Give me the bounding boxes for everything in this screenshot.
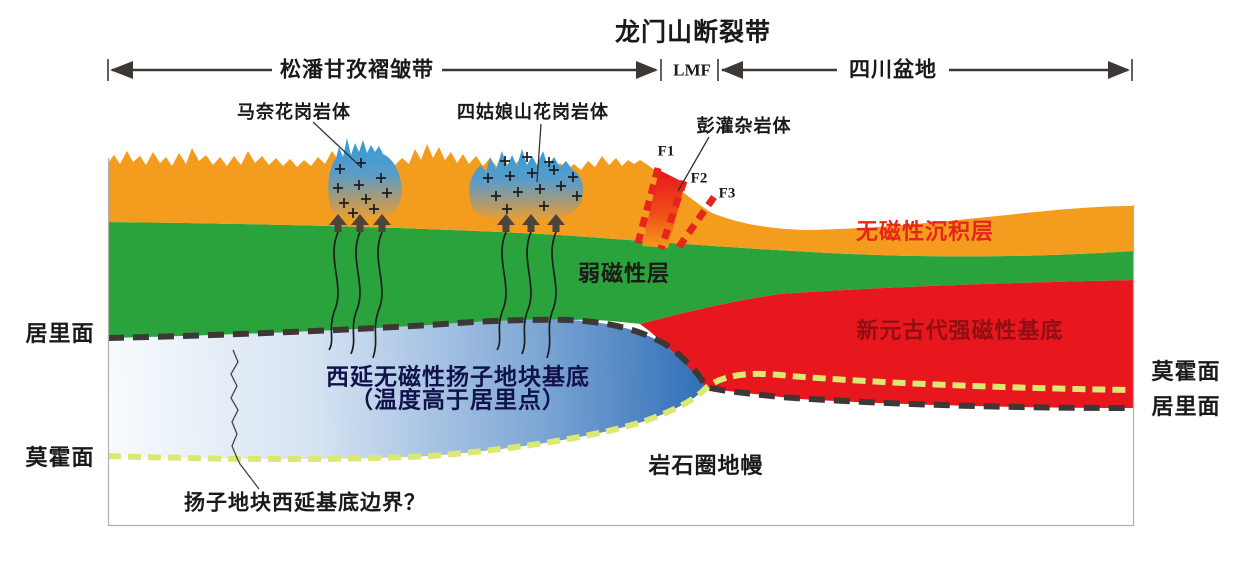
songpan-ganzi-span-label: 松潘甘孜褶皱带 [272, 59, 442, 81]
upwelling-arrows [329, 214, 565, 232]
plus-symbol [376, 173, 386, 183]
upwelling-flow-lines [328, 231, 557, 359]
upwelling-arrow [329, 214, 347, 232]
yangtze-lens-body [108, 319, 706, 460]
flow-line [328, 231, 339, 351]
plus-symbol [500, 156, 510, 166]
pengguan-complex-wedge [642, 170, 685, 248]
granite-body-manai [328, 138, 402, 220]
yangtze-basement-label-line2: （温度高于居里点） [350, 386, 566, 413]
plus-symbol [522, 152, 532, 162]
plus-symbol [335, 164, 345, 174]
curie-dashed-line [107, 316, 1134, 411]
basement-boundary-question-label: 扬子地块西延基底边界？ [184, 491, 426, 515]
plus-symbol [556, 181, 566, 191]
right-moho-surface-label: 莫霍面 [1151, 359, 1221, 384]
moho-dashed-line [107, 370, 1131, 463]
leader-line-manai [312, 121, 363, 169]
plus-symbol [544, 157, 554, 167]
siguniang-granite-label: 四姑娘山花岗岩体 [457, 102, 609, 122]
leader-line-siguniang [536, 123, 542, 183]
upwelling-arrow [547, 214, 565, 232]
plus-symbol [483, 173, 493, 183]
fault-f3-label: F3 [718, 185, 736, 202]
fault-f2-label: F2 [690, 170, 708, 187]
weakly-magnetic-label: 弱磁性层 [577, 261, 671, 286]
leader-line-pengguan [677, 136, 710, 192]
zigzag-boundary-line [230, 349, 260, 490]
flow-line [496, 231, 507, 351]
plus-symbol [361, 194, 371, 204]
neoproterozoic-basement-label: 新元古代强磁性基底 [856, 318, 1064, 343]
plus-symbol [369, 204, 379, 214]
plus-symbol [505, 171, 515, 181]
flow-line [521, 231, 532, 355]
fault-f1-label: F1 [657, 143, 675, 160]
flow-line [546, 231, 557, 359]
plus-symbol [333, 183, 343, 193]
upwelling-arrow [497, 214, 515, 232]
plus-symbol [513, 187, 523, 197]
plus-symbol [568, 172, 578, 182]
fault-line-f3 [673, 194, 717, 254]
fault-line-f2 [657, 179, 688, 251]
span-arrows [107, 59, 1133, 81]
right-curie-surface-label: 居里面 [1151, 394, 1221, 419]
manai-granite-label: 马奈花岗岩体 [237, 102, 351, 122]
weakly-magnetic-layer [108, 222, 1133, 338]
flow-line [372, 231, 383, 359]
plus-symbol [348, 208, 358, 218]
plus-symbol [549, 165, 559, 175]
sichuan-basin-span-label: 四川盆地 [837, 59, 949, 81]
lithospheric-mantle-label: 岩石圈地幔 [648, 453, 764, 478]
diagram-title: 龙门山断裂带 [614, 18, 772, 47]
plus-symbol [539, 201, 549, 211]
yangtze-basement-label-line1: 西延无磁性扬子地块基底 [326, 363, 590, 390]
plus-symbol [339, 198, 349, 208]
nonmagnetic-sediment-label: 无磁性沉积层 [855, 219, 995, 244]
upwelling-arrow [373, 214, 391, 232]
plus-symbol [527, 168, 537, 178]
plus-symbol [354, 180, 364, 190]
flow-line [350, 231, 361, 355]
plus-symbol [491, 191, 501, 201]
fault-line-f1 [633, 167, 662, 248]
plus-symbol [572, 191, 582, 201]
upwelling-arrow [351, 214, 369, 232]
left-moho-surface-label: 莫霍面 [25, 445, 95, 470]
plus-symbol [502, 204, 512, 214]
plus-symbol [382, 188, 392, 198]
plus-symbol [535, 184, 545, 194]
diagram-frame [107, 158, 1135, 527]
lmf-label: LMF [669, 61, 715, 79]
left-curie-surface-label: 居里面 [25, 321, 95, 346]
upwelling-arrow [522, 214, 540, 232]
pengguan-complex-label: 彭灌杂岩体 [696, 116, 792, 136]
